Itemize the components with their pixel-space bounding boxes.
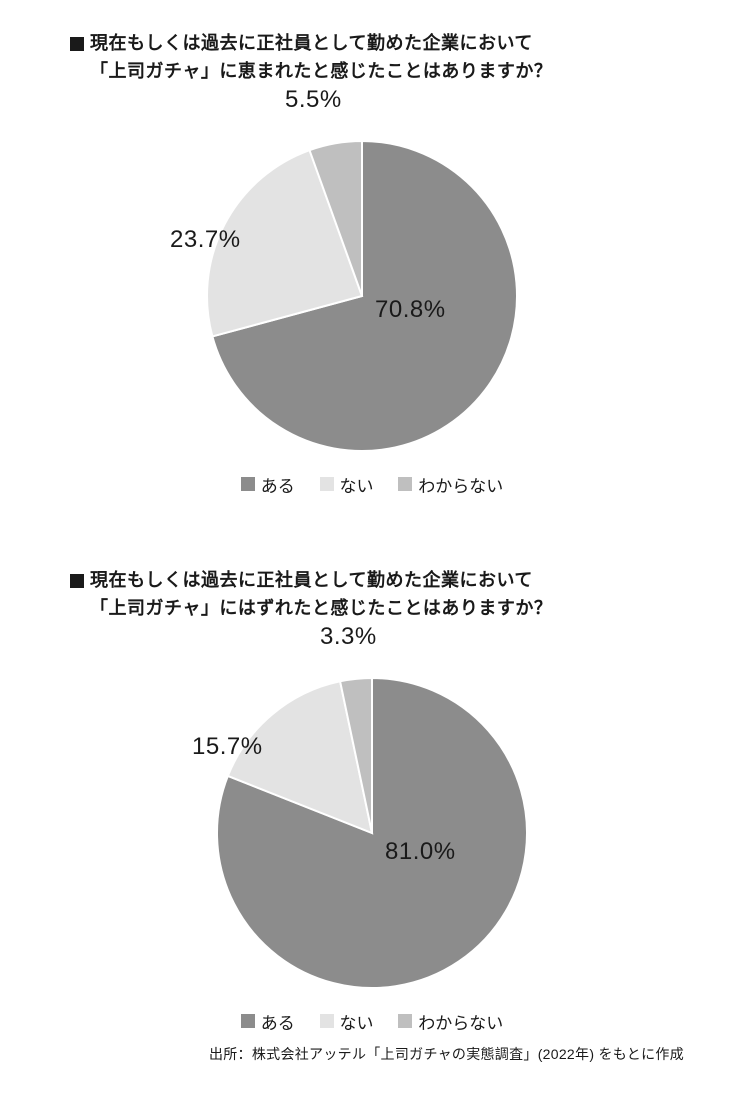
- chart-2-pie: [40, 633, 700, 1013]
- chart-1-title-line-1: 現在もしくは過去に正社員として勤めた企業において: [90, 30, 533, 58]
- legend-swatch-icon: [398, 477, 412, 491]
- chart-1-pie-area: 5.5% 23.7% 70.8%: [40, 86, 700, 466]
- legend-swatch-icon: [241, 477, 255, 491]
- chart-1-title: 現在もしくは過去に正社員として勤めた企業において 「上司ガチャ」に恵まれたと感じ…: [70, 30, 704, 86]
- chart-2-title-line-2: 「上司ガチャ」にはずれたと感じたことはありますか？: [90, 595, 552, 623]
- chart-2-pie-area: 3.3% 15.7% 81.0%: [40, 623, 700, 1003]
- chart-2-slice-2-label: 15.7%: [192, 733, 263, 761]
- title-bullet-icon: [70, 574, 84, 588]
- chart-1-slice-2-label: 23.7%: [170, 226, 241, 254]
- source-citation: 出所：株式会社アッテル「上司ガチャの実態調査」(2022年) をもとに作成: [40, 1044, 684, 1064]
- legend-swatch-icon: [320, 477, 334, 491]
- page: 現在もしくは過去に正社員として勤めた企業において 「上司ガチャ」に恵まれたと感じ…: [0, 0, 744, 1104]
- title-bullet-icon: [70, 37, 84, 51]
- legend-swatch-icon: [241, 1014, 255, 1028]
- chart-1-pie: [40, 96, 700, 476]
- chart-1-slice-3-label: 5.5%: [285, 86, 342, 114]
- chart-2: 現在もしくは過去に正社員として勤めた企業において 「上司ガチャ」にはずれたと感じ…: [40, 567, 704, 1034]
- chart-1: 現在もしくは過去に正社員として勤めた企業において 「上司ガチャ」に恵まれたと感じ…: [40, 30, 704, 497]
- chart-1-slice-1-label: 70.8%: [375, 296, 446, 324]
- chart-2-slice-3-label: 3.3%: [320, 623, 377, 651]
- legend-swatch-icon: [320, 1014, 334, 1028]
- chart-2-title: 現在もしくは過去に正社員として勤めた企業において 「上司ガチャ」にはずれたと感じ…: [70, 567, 704, 623]
- legend-swatch-icon: [398, 1014, 412, 1028]
- chart-2-title-line-1: 現在もしくは過去に正社員として勤めた企業において: [90, 567, 533, 595]
- chart-2-slice-1-label: 81.0%: [385, 838, 456, 866]
- chart-1-title-line-2: 「上司ガチャ」に恵まれたと感じたことはありますか？: [90, 58, 552, 86]
